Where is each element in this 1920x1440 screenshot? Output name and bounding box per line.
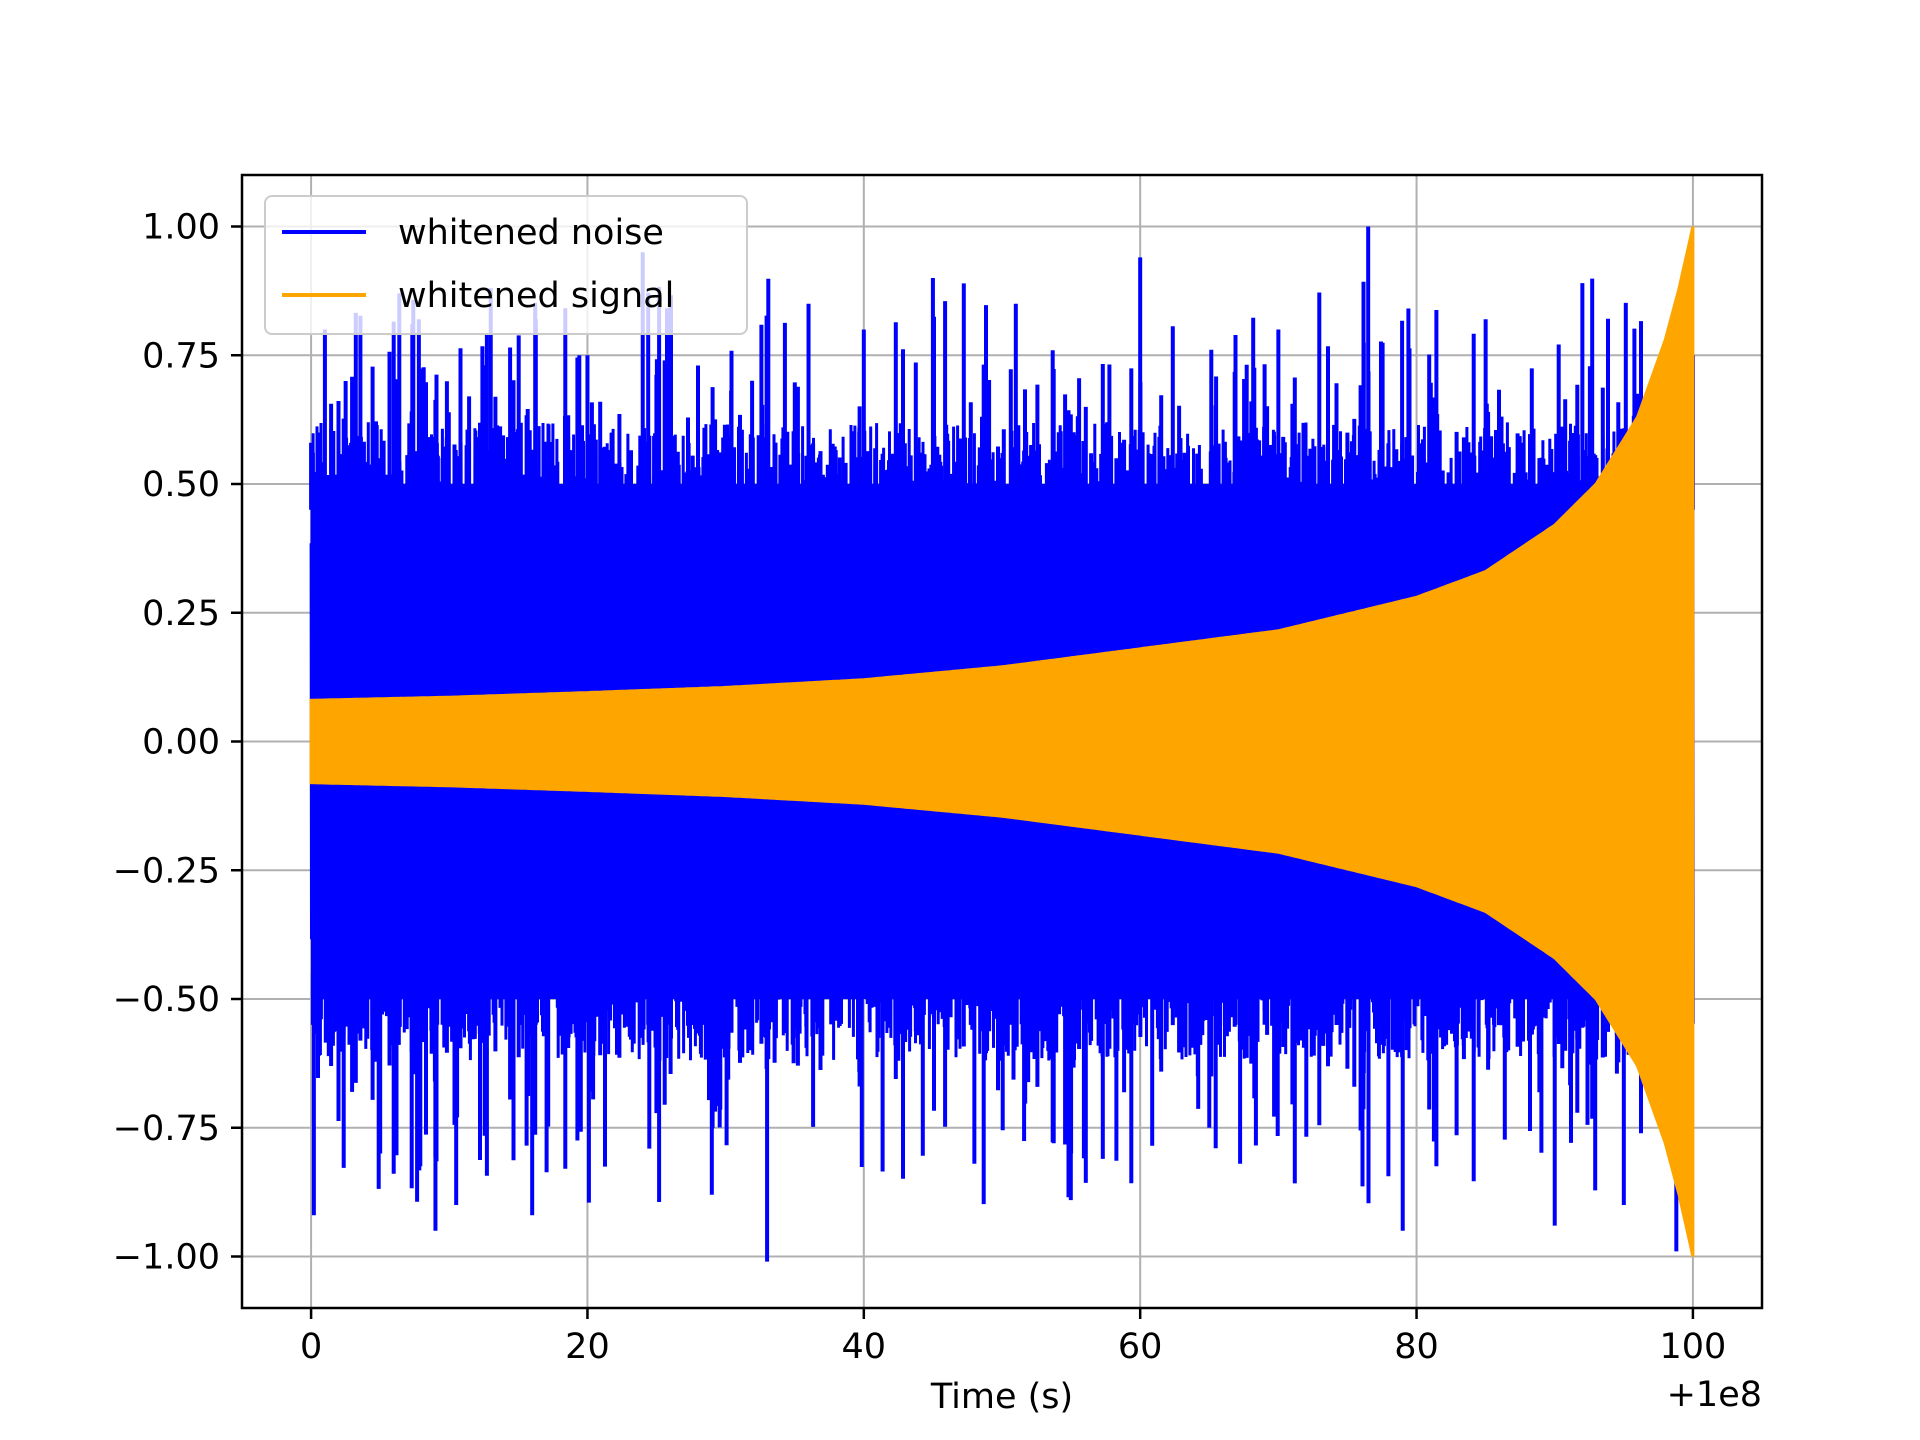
x-axis-title: Time (s) — [930, 1377, 1073, 1417]
x-axis-offset-label: +1e8 — [1667, 1375, 1762, 1415]
legend: whitened noise whitened signal — [264, 195, 748, 335]
y-tick-label-6: −0.50 — [113, 980, 220, 1020]
y-tick-label-7: −0.75 — [113, 1109, 220, 1149]
y-tick-label-5: −0.25 — [113, 851, 220, 891]
series-group — [309, 226, 1695, 1262]
y-tick-label-2: 0.50 — [142, 465, 220, 505]
plot-area: 0 20 40 60 80 100 1.00 0.75 0.50 0.25 0.00 −0.25 −0.… — [113, 173, 1764, 1367]
y-tick-label-3: 0.25 — [142, 594, 220, 634]
legend-label-0: whitened noise — [398, 213, 664, 253]
x-tick-label-4: 80 — [1394, 1327, 1439, 1367]
legend-box — [264, 195, 748, 335]
legend-label-1: whitened signal — [398, 276, 674, 316]
x-tick-label-0: 0 — [300, 1327, 322, 1367]
x-tick-label-1: 20 — [565, 1327, 610, 1367]
y-tick-label-1: 0.75 — [142, 336, 220, 376]
y-tick-label-0: 1.00 — [142, 208, 220, 248]
x-tick-label-2: 40 — [842, 1327, 887, 1367]
x-tick-label-3: 60 — [1118, 1327, 1163, 1367]
y-tick-label-8: −1.00 — [113, 1238, 220, 1278]
x-tick-label-5: 100 — [1660, 1327, 1727, 1367]
y-tick-label-4: 0.00 — [142, 723, 220, 763]
